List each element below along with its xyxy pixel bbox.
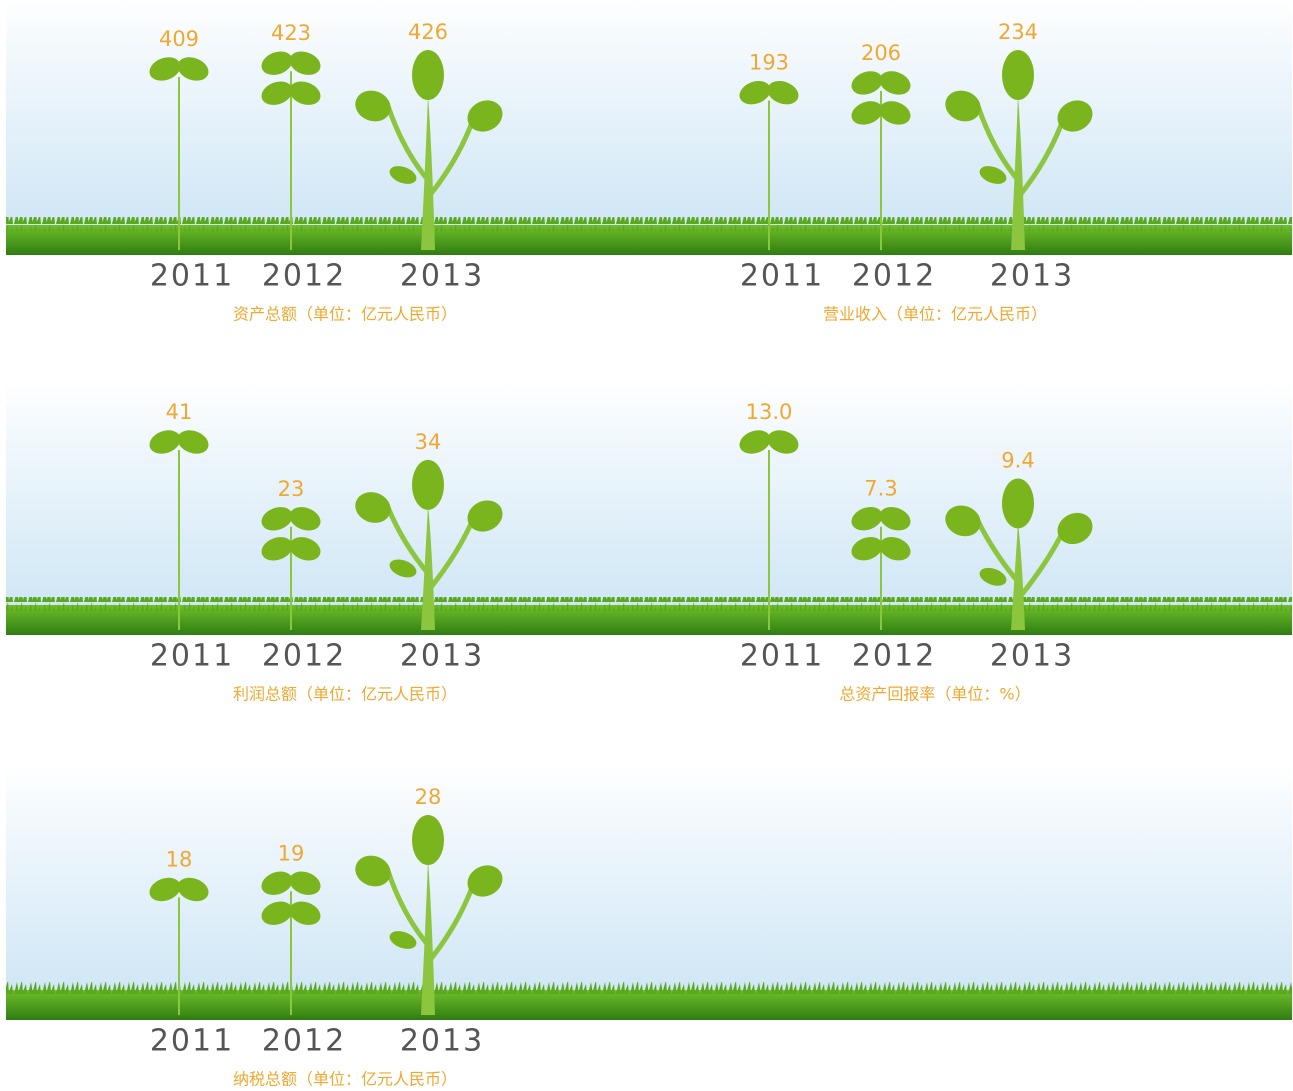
chart-title: 资产总额（单位：亿元人民币） <box>233 305 457 324</box>
x-tick-label: 2012 <box>262 259 346 294</box>
x-tick-label: 2013 <box>400 639 484 674</box>
leaf <box>412 815 444 865</box>
value-label: 28 <box>415 785 442 809</box>
grass-blades <box>6 217 1292 231</box>
x-tick-label: 2012 <box>262 639 346 674</box>
chart-title: 营业收入（单位：亿元人民币） <box>823 305 1047 324</box>
x-tick-label: 2011 <box>150 1024 234 1059</box>
x-tick-label: 2011 <box>740 259 824 294</box>
grass-blades <box>6 982 1292 996</box>
value-label: 234 <box>998 20 1038 44</box>
x-tick-label: 2012 <box>262 1024 346 1059</box>
value-label: 13.0 <box>746 400 793 424</box>
leaf <box>412 50 444 100</box>
value-label: 9.4 <box>1001 448 1034 472</box>
sky <box>6 380 1292 610</box>
x-tick-label: 2012 <box>852 259 936 294</box>
value-label: 7.3 <box>864 477 897 501</box>
x-tick-label: 2013 <box>990 639 1074 674</box>
value-label: 409 <box>159 27 199 51</box>
leaf <box>1002 478 1034 528</box>
value-label: 19 <box>278 841 305 865</box>
x-tick-label: 2011 <box>740 639 824 674</box>
value-label: 34 <box>415 430 442 454</box>
x-tick-label: 2013 <box>990 259 1074 294</box>
value-label: 23 <box>278 477 305 501</box>
x-tick-label: 2012 <box>852 639 936 674</box>
value-label: 426 <box>408 20 448 44</box>
background <box>6 0 1292 1020</box>
value-label: 423 <box>271 21 311 45</box>
x-tick-label: 2013 <box>400 1024 484 1059</box>
chart-title: 利润总额（单位：亿元人民币） <box>233 685 457 704</box>
value-label: 206 <box>861 41 901 65</box>
x-tick-label: 2011 <box>150 259 234 294</box>
chart-title: 总资产回报率（单位：%） <box>839 685 1030 704</box>
value-label: 193 <box>749 51 789 75</box>
grass-blades <box>6 597 1292 611</box>
x-tick-label: 2011 <box>150 639 234 674</box>
sky <box>6 765 1292 995</box>
x-tick-label: 2013 <box>400 259 484 294</box>
leaf <box>1002 50 1034 100</box>
leaf <box>412 460 444 510</box>
chart-title: 纳税总额（单位：亿元人民币） <box>233 1070 457 1089</box>
value-label: 41 <box>166 400 193 424</box>
value-label: 18 <box>166 848 193 872</box>
infographic: 409 2011 423 2012 426 2013 资产总额（单位：亿元人民币） 193 20… <box>0 0 1293 1091</box>
